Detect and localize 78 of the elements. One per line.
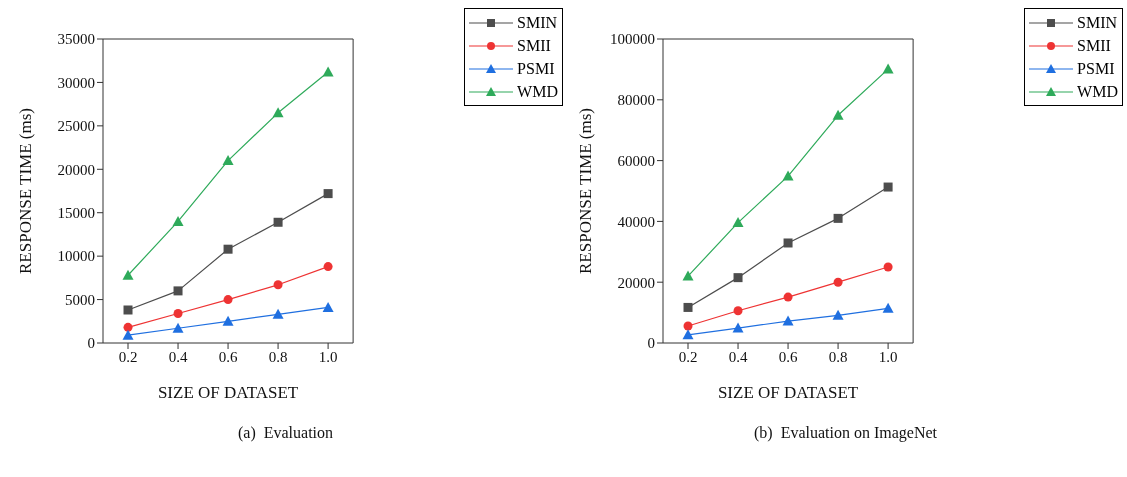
point (173, 308, 183, 318)
point (833, 213, 843, 223)
point (272, 107, 284, 118)
point (782, 315, 794, 326)
point (732, 322, 744, 333)
point (682, 329, 694, 340)
point (883, 182, 893, 192)
point (322, 301, 334, 312)
point (273, 217, 283, 227)
y-axis-title: RESPONSE TIME (ms) (576, 108, 596, 274)
legend-label: SMII (517, 36, 551, 55)
point (783, 292, 793, 302)
point (122, 269, 134, 280)
y-tick-label: 80000 (617, 92, 655, 109)
point (322, 66, 334, 77)
point (222, 155, 234, 166)
x-tick-label: 0.2 (678, 348, 698, 365)
y-tick-label: 25000 (57, 118, 95, 135)
y-tick-label: 20000 (57, 161, 95, 178)
y-tick-label: 0 (87, 335, 95, 352)
point (782, 170, 794, 181)
point (323, 189, 333, 199)
point (683, 302, 693, 312)
x-axis-title: SIZE OF DATASET (717, 383, 859, 402)
y-tick-label: 15000 (57, 205, 95, 222)
x-tick-label: 0.6 (218, 348, 238, 365)
legend-label: SMIN (1077, 13, 1118, 32)
x-axis-title: SIZE OF DATASET (157, 383, 299, 402)
point (682, 270, 694, 281)
point (172, 215, 184, 226)
point (223, 244, 233, 254)
point (122, 329, 134, 340)
point (123, 305, 133, 315)
point (882, 63, 894, 74)
point (733, 273, 743, 283)
point (123, 322, 133, 332)
point (223, 295, 233, 305)
point (222, 315, 234, 326)
x-tick-label: 0.4 (168, 348, 188, 365)
point (832, 109, 844, 120)
y-axis-title: RESPONSE TIME (ms) (16, 108, 36, 274)
y-tick-label: 40000 (617, 213, 655, 230)
y-tick-label: 10000 (57, 248, 95, 265)
x-tick-label: 0.6 (778, 348, 798, 365)
point (272, 308, 284, 319)
y-tick-label: 100000 (610, 31, 655, 48)
x-tick-label: 1.0 (878, 348, 898, 365)
point (783, 238, 793, 248)
x-tick-label: 0.4 (728, 348, 748, 365)
legend-label: SMIN (517, 13, 558, 32)
y-tick-label: 5000 (65, 291, 95, 308)
point (683, 321, 693, 331)
y-tick-label: 60000 (617, 152, 655, 169)
legend-label: PSMI (517, 59, 555, 78)
point (733, 306, 743, 316)
y-tick-label: 0 (647, 335, 655, 352)
point (323, 262, 333, 272)
y-tick-label: 30000 (57, 74, 95, 91)
legend-label: PSMI (1077, 59, 1115, 78)
point (882, 302, 894, 313)
legend-label: WMD (1077, 82, 1118, 101)
point (832, 309, 844, 320)
y-tick-label: 35000 (57, 31, 95, 48)
text: (a) Evaluation (236, 424, 335, 442)
text: (b) Evaluation on ImageNet (752, 424, 938, 442)
point (273, 280, 283, 290)
legend-label: SMII (1077, 36, 1111, 55)
x-tick-label: 1.0 (318, 348, 338, 365)
point (173, 286, 183, 296)
x-tick-label: 0.8 (268, 348, 288, 365)
x-tick-label: 0.8 (828, 348, 848, 365)
legend-label: WMD (517, 82, 558, 101)
x-tick-label: 0.2 (118, 348, 138, 365)
point (883, 262, 893, 272)
point (732, 217, 744, 228)
point (172, 322, 184, 333)
point (833, 277, 843, 287)
y-tick-label: 20000 (617, 274, 655, 291)
